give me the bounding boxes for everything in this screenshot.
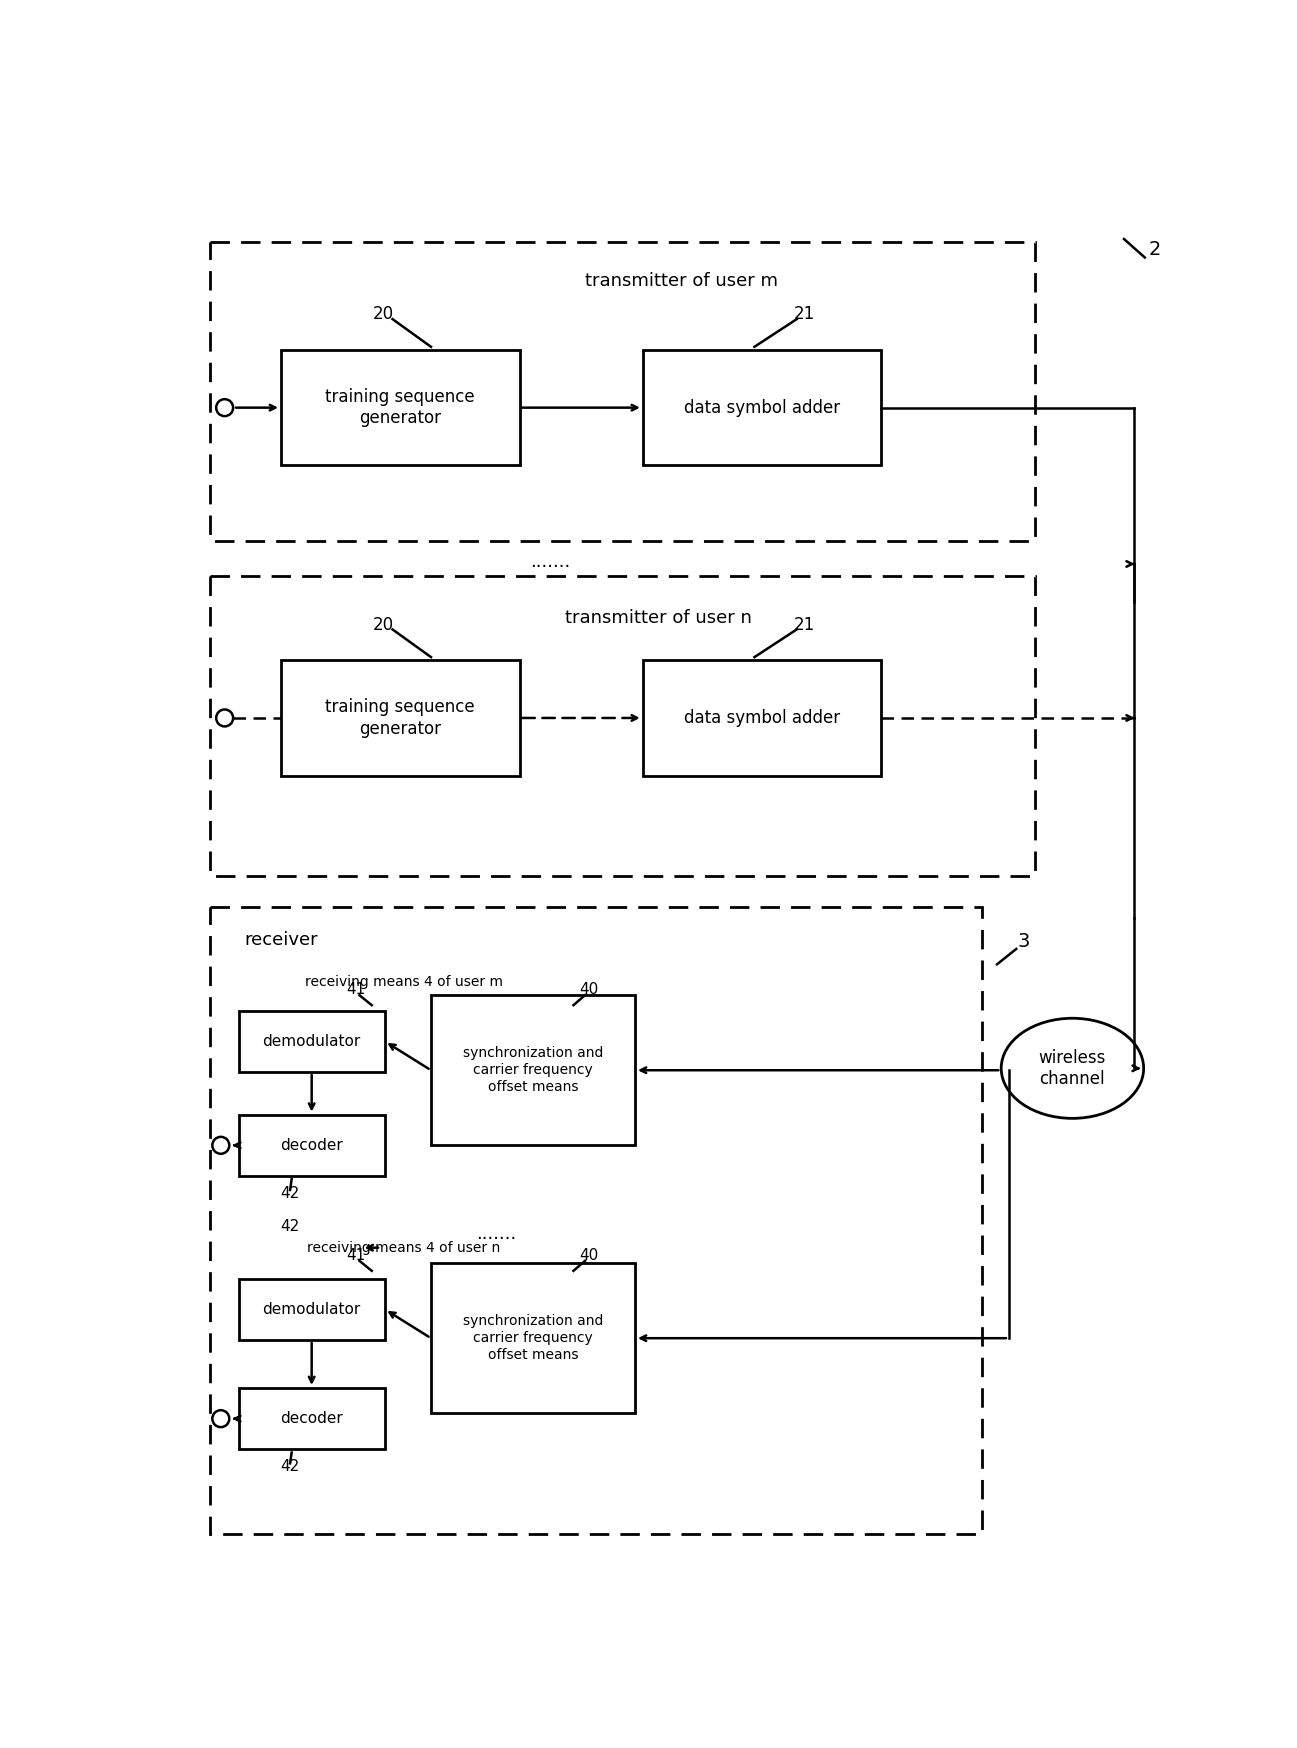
Bar (431, 1264, 636, 1414)
Text: 3: 3 (1018, 932, 1030, 951)
Ellipse shape (1001, 1019, 1144, 1119)
Text: receiving means 4 of user m: receiving means 4 of user m (305, 975, 503, 989)
Text: receiving means 4 of user n: receiving means 4 of user n (307, 1241, 501, 1255)
Text: data symbol adder: data symbol adder (684, 399, 840, 416)
Bar (210, 575, 1035, 876)
Text: decoder: decoder (280, 1138, 342, 1154)
Bar (210, 907, 982, 1535)
Text: demodulator: demodulator (262, 1033, 361, 1049)
Text: 40: 40 (580, 982, 598, 998)
Bar (643, 350, 882, 465)
Text: synchronization and: synchronization and (463, 1047, 603, 1061)
Text: generator: generator (359, 409, 441, 428)
Text: 21: 21 (794, 615, 815, 635)
Text: 20: 20 (372, 306, 394, 323)
Text: wireless: wireless (1039, 1049, 1106, 1066)
Bar (239, 1278, 385, 1341)
Text: transmitter of user n: transmitter of user n (564, 608, 751, 628)
Text: carrier frequency: carrier frequency (473, 1332, 593, 1346)
Text: transmitter of user m: transmitter of user m (585, 271, 778, 290)
Bar (643, 661, 882, 776)
Text: 2: 2 (1149, 239, 1161, 259)
Text: data symbol adder: data symbol adder (684, 710, 840, 727)
Bar (281, 661, 520, 776)
Text: .......: ....... (476, 1225, 516, 1243)
Text: 42: 42 (280, 1185, 300, 1201)
Text: 41: 41 (346, 1248, 366, 1262)
Text: 42: 42 (280, 1218, 300, 1234)
Bar (281, 350, 520, 465)
Bar (431, 995, 636, 1145)
Bar (239, 1010, 385, 1072)
Text: 21: 21 (794, 306, 815, 323)
Text: demodulator: demodulator (262, 1302, 361, 1316)
Text: carrier frequency: carrier frequency (473, 1063, 593, 1077)
Bar (239, 1388, 385, 1449)
Text: offset means: offset means (488, 1080, 578, 1094)
Text: training sequence: training sequence (326, 697, 475, 717)
Text: 41: 41 (346, 982, 366, 998)
Bar (210, 243, 1035, 540)
Text: generator: generator (359, 720, 441, 738)
Text: channel: channel (1040, 1070, 1105, 1087)
Text: training sequence: training sequence (326, 388, 475, 406)
Text: offset means: offset means (488, 1348, 578, 1362)
Text: receiver: receiver (244, 930, 318, 949)
Text: 42: 42 (280, 1460, 300, 1474)
Text: decoder: decoder (280, 1411, 342, 1426)
Text: 20: 20 (372, 615, 394, 635)
Text: .......: ....... (530, 552, 571, 570)
Text: 40: 40 (580, 1248, 598, 1262)
Bar (239, 1115, 385, 1176)
Text: synchronization and: synchronization and (463, 1314, 603, 1328)
